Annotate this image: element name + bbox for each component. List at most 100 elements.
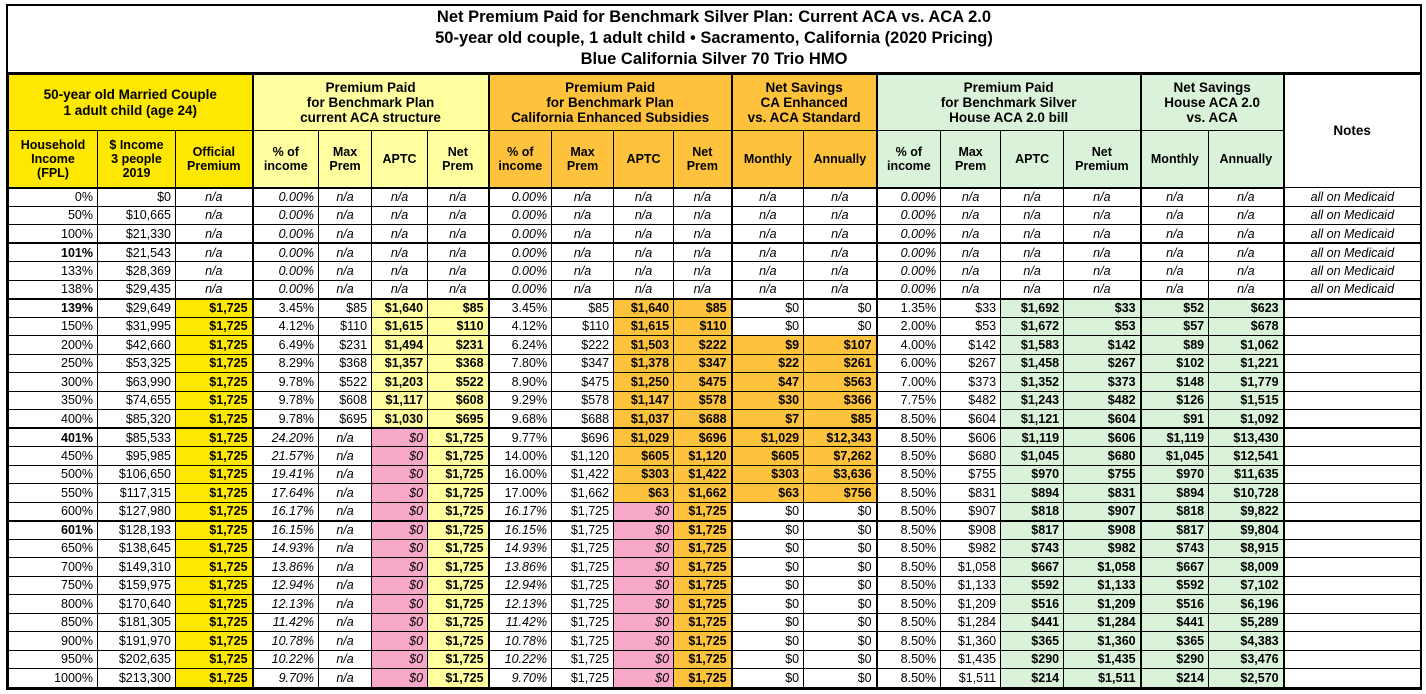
cell-fpl: 401% [8,427,98,447]
cell-notes: all on Medicaid [1283,279,1422,300]
cell-aca-pct-income: 0.00% [252,242,320,262]
cell-fpl: 250% [8,353,98,373]
col-header-income: $ Income 3 people 2019 [97,130,176,189]
cell-ca-net-prem: $1,725 [673,520,733,540]
col-header-house-aptc: APTC [1000,130,1065,189]
table-row: 250% $53,325 $1,725 8.29% $368 $1,357 $368 7.80… [8,353,1422,373]
cell-ca-pct-income: 10.78% [488,631,553,651]
cell-aca-aptc: $0 [371,631,429,651]
cell-ca-pct-income: 13.86% [488,557,553,577]
cell-aca-net-prem: n/a [427,187,490,207]
cell-income: $31,995 [97,316,176,336]
cell-house-max-prem: $1,133 [940,575,1002,595]
cell-house-savings-annually: n/a [1208,224,1285,244]
cell-ca-savings-annually: $0 [803,298,878,318]
cell-house-max-prem: $680 [940,446,1002,466]
cell-aca-pct-income: 6.49% [252,335,320,355]
cell-house-max-prem: $1,435 [940,649,1002,669]
cell-income: $21,330 [97,224,176,244]
cell-ca-net-prem: n/a [673,224,733,244]
cell-aca-aptc: $1,615 [371,316,429,336]
cell-house-savings-annually: $10,728 [1208,483,1285,503]
cell-ca-savings-monthly: $7 [731,409,805,429]
cell-house-savings-monthly: $52 [1140,298,1210,318]
table-row: 450% $95,985 $1,725 21.57% n/a $0 $1,725 14.00%… [8,446,1422,466]
cell-house-aptc: $817 [1000,520,1065,540]
cell-ca-pct-income: 9.70% [488,668,553,688]
cell-ca-max-prem: n/a [551,187,615,207]
cell-house-max-prem: n/a [940,279,1002,300]
cell-house-pct-income: 8.50% [876,520,942,540]
cell-ca-savings-monthly: $22 [731,353,805,373]
cell-aca-max-prem: n/a [318,594,373,614]
col-header-house-net-premium: Net Premium [1063,130,1142,189]
cell-ca-max-prem: $222 [551,335,615,355]
cell-ca-net-prem: $1,725 [673,538,733,558]
cell-ca-savings-monthly: $0 [731,631,805,651]
cell-ca-aptc: $1,250 [613,372,675,392]
cell-ca-max-prem: n/a [551,205,615,225]
cell-house-net-premium: $755 [1063,464,1142,484]
cell-income: $106,650 [97,464,176,484]
cell-ca-net-prem: $1,725 [673,631,733,651]
cell-ca-savings-monthly: $0 [731,594,805,614]
table-row: 139% $29,649 $1,725 3.45% $85 $1,640 $85 3.45% $… [8,298,1422,318]
cell-aca-net-prem: $85 [427,298,490,318]
cell-official-premium: $1,725 [174,575,254,595]
title-line-2: 50-year old couple, 1 adult child • Sacr… [435,29,993,47]
cell-house-max-prem: n/a [940,261,1002,281]
cell-house-aptc: $970 [1000,464,1065,484]
cell-aca-aptc: $0 [371,612,429,632]
cell-house-max-prem: $1,058 [940,557,1002,577]
cell-ca-savings-annually: $0 [803,557,878,577]
cell-fpl: 150% [8,316,98,336]
table-header: 50-year old Married Couple 1 adult child… [7,74,1422,189]
cell-aca-pct-income: 16.15% [252,520,320,540]
cell-fpl: 950% [8,649,98,669]
cell-ca-savings-annually: $0 [803,575,878,595]
cell-ca-savings-monthly: $0 [731,298,805,318]
cell-aca-aptc: $0 [371,520,429,540]
cell-ca-savings-annually: $0 [803,316,878,336]
cell-aca-aptc: $1,117 [371,390,429,410]
cell-fpl: 850% [8,612,98,632]
cell-house-net-premium: n/a [1063,187,1142,207]
cell-house-aptc: n/a [1000,261,1065,281]
cell-ca-savings-monthly: $0 [731,575,805,595]
cell-aca-aptc: n/a [371,187,429,207]
cell-income: $42,660 [97,335,176,355]
cell-fpl: 139% [8,298,98,318]
cell-aca-net-prem: $1,725 [427,575,490,595]
cell-ca-savings-monthly: $0 [731,501,805,522]
cell-ca-aptc: $0 [613,612,675,632]
cell-ca-savings-monthly: n/a [731,261,805,281]
cell-ca-savings-monthly: $0 [731,557,805,577]
cell-house-net-premium: $606 [1063,427,1142,447]
cell-house-savings-monthly: $57 [1140,316,1210,336]
cell-aca-aptc: $1,494 [371,335,429,355]
cell-house-aptc: $1,121 [1000,409,1065,429]
cell-aca-max-prem: $368 [318,353,373,373]
cell-house-max-prem: n/a [940,205,1002,225]
cell-house-pct-income: 0.00% [876,261,942,281]
cell-ca-savings-annually: n/a [803,279,878,300]
col-header-ca-pct-income: % of income [488,130,553,189]
cell-aca-net-prem: $1,725 [427,538,490,558]
cell-notes [1283,501,1422,522]
cell-house-net-premium: $482 [1063,390,1142,410]
cell-fpl: 650% [8,538,98,558]
cell-house-aptc: $1,692 [1000,298,1065,318]
cell-income: $191,970 [97,631,176,651]
cell-notes [1283,668,1422,688]
cell-aca-net-prem: $1,725 [427,612,490,632]
cell-aca-net-prem: n/a [427,205,490,225]
cell-ca-aptc: n/a [613,187,675,207]
cell-house-max-prem: n/a [940,187,1002,207]
cell-official-premium: $1,725 [174,594,254,614]
cell-ca-savings-annually: $366 [803,390,878,410]
cell-fpl: 133% [8,261,98,281]
cell-income: $95,985 [97,446,176,466]
cell-ca-pct-income: 6.24% [488,335,553,355]
cell-ca-max-prem: n/a [551,224,615,244]
cell-official-premium: $1,725 [174,446,254,466]
